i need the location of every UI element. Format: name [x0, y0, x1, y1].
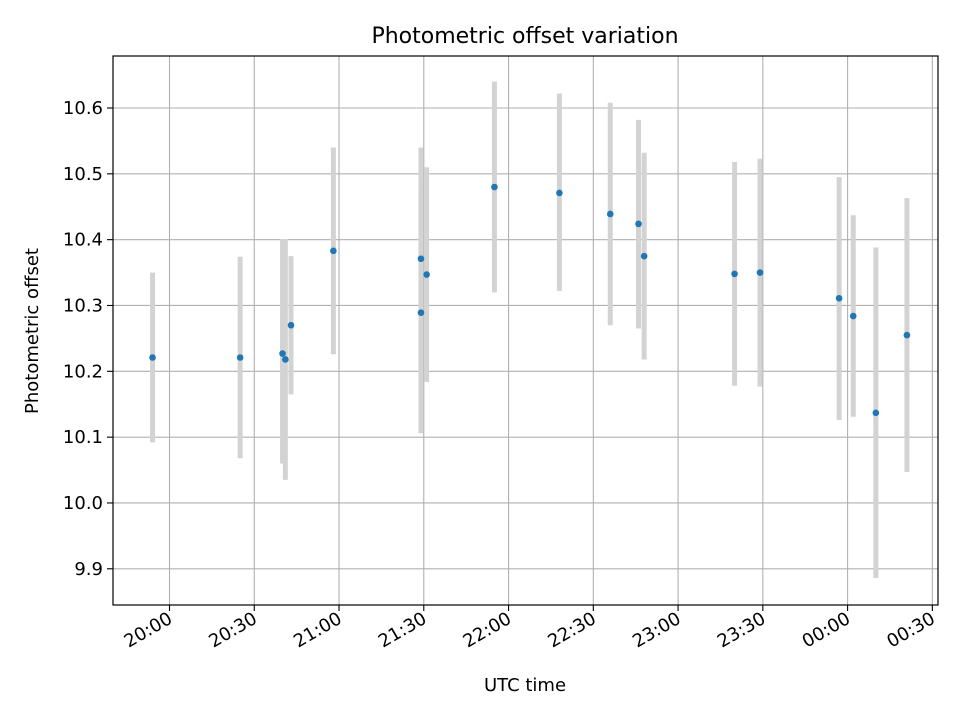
- x-tick-label: 21:00: [290, 608, 345, 652]
- data-point: [872, 409, 880, 417]
- data-point: [640, 252, 648, 260]
- data-point: [635, 220, 642, 228]
- data-point: [282, 356, 289, 363]
- chart-title: Photometric offset variation: [371, 24, 678, 49]
- y-tick-label: 10.6: [63, 98, 103, 119]
- x-tick-label: 00:30: [883, 608, 938, 652]
- x-axis-ticks: 20:00 20:30 21:00 21:30 22:00 22:30 23:00 23:30…: [121, 605, 939, 652]
- x-axis-label: UTC time: [484, 675, 566, 696]
- x-tick-label: 22:30: [544, 608, 599, 652]
- y-tick-label: 10.5: [63, 164, 103, 185]
- data-point: [149, 354, 156, 361]
- plot-frame: [112, 55, 939, 606]
- x-tick-label: 20:30: [205, 608, 260, 652]
- y-axis-ticks: 9.9 10.0 10.1 10.2 10.3 10.4 10.5 10.6: [63, 98, 113, 580]
- y-tick-label: 10.1: [63, 427, 103, 448]
- x-tick-label: 00:00: [799, 608, 854, 652]
- data-point: [756, 269, 764, 276]
- y-tick-label: 9.9: [74, 559, 103, 580]
- x-tick-label: 20:00: [121, 608, 176, 652]
- y-tick-label: 10.0: [63, 493, 103, 514]
- data-point: [423, 271, 430, 278]
- data-point: [279, 350, 286, 357]
- data-point: [849, 312, 857, 320]
- y-tick-label: 10.4: [63, 230, 103, 251]
- y-tick-label: 10.3: [63, 295, 103, 316]
- point-layer: [149, 183, 911, 417]
- data-point: [287, 321, 295, 329]
- data-point: [903, 331, 911, 339]
- x-tick-label: 22:00: [460, 608, 515, 652]
- grid-layer: [113, 56, 938, 605]
- y-tick-label: 10.2: [63, 361, 103, 382]
- data-point: [556, 189, 563, 197]
- y-axis-label: Photometric offset: [22, 248, 43, 414]
- x-tick-label: 23:00: [629, 608, 684, 652]
- data-point: [606, 210, 614, 218]
- data-point: [417, 309, 425, 317]
- x-tick-label: 21:30: [375, 608, 430, 652]
- data-point: [731, 270, 738, 278]
- data-point: [417, 255, 425, 263]
- data-point: [330, 247, 337, 255]
- data-point: [835, 294, 843, 302]
- x-tick-label: 23:30: [714, 608, 769, 652]
- errorbar-layer: [150, 81, 910, 579]
- data-point: [236, 354, 244, 361]
- data-point: [491, 183, 498, 191]
